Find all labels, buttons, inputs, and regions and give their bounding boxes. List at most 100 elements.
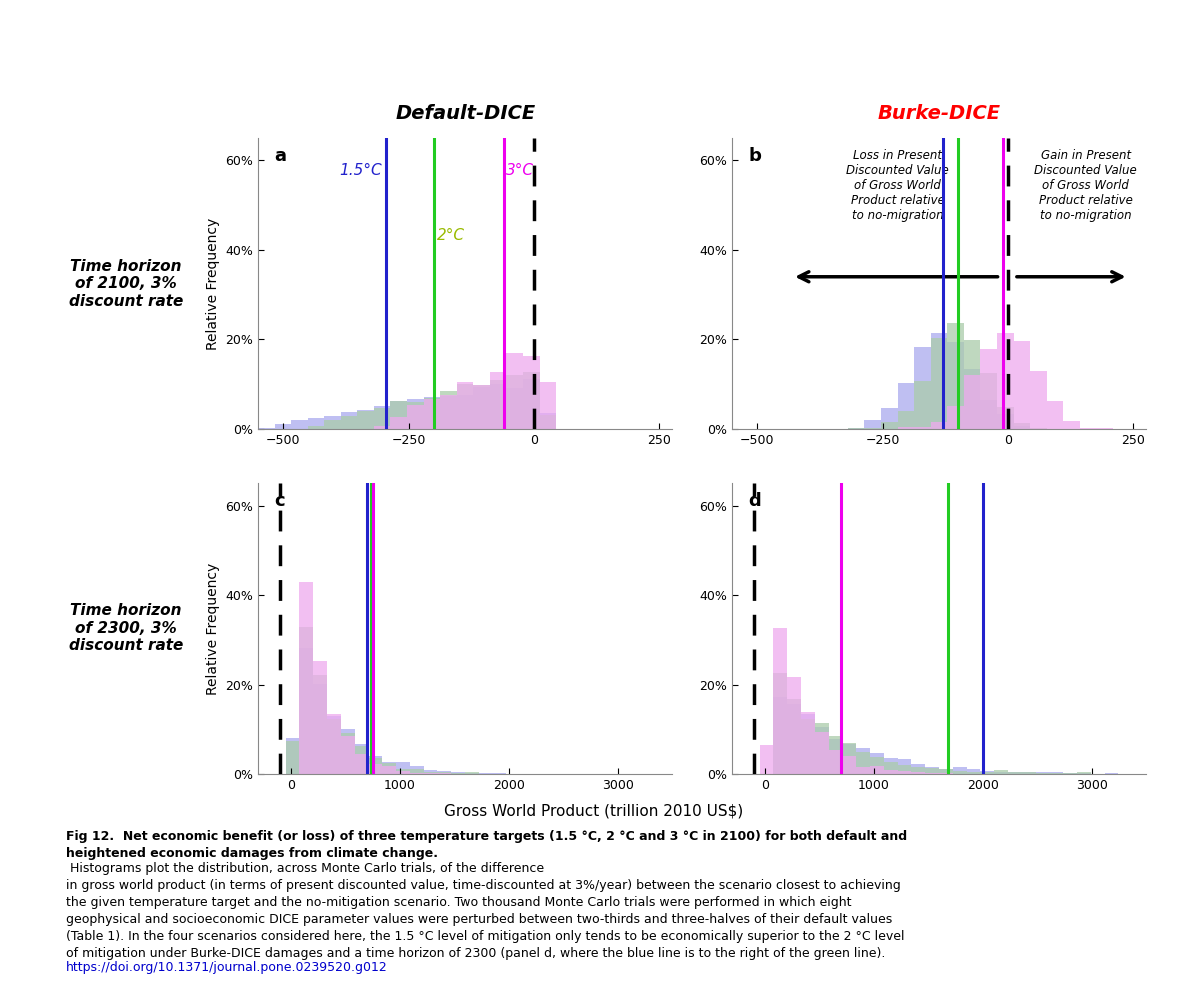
- Bar: [396, 769, 410, 774]
- Bar: [774, 697, 787, 774]
- Bar: [964, 339, 980, 429]
- Bar: [540, 415, 556, 429]
- Bar: [967, 769, 980, 774]
- Bar: [490, 380, 506, 429]
- Bar: [774, 628, 787, 774]
- Bar: [324, 416, 341, 429]
- Bar: [881, 408, 898, 429]
- Bar: [997, 333, 1014, 429]
- Bar: [368, 756, 382, 774]
- Text: Default-DICE: Default-DICE: [396, 105, 535, 123]
- Bar: [424, 396, 440, 429]
- Bar: [898, 758, 912, 774]
- Bar: [940, 773, 953, 774]
- Bar: [490, 372, 506, 429]
- Bar: [995, 772, 1008, 774]
- Bar: [424, 770, 437, 774]
- Bar: [355, 746, 368, 774]
- Text: Loss in Present
Discounted Value
of Gross World
Product relative
to no-migration: Loss in Present Discounted Value of Gros…: [846, 149, 949, 222]
- Bar: [857, 752, 870, 774]
- Bar: [341, 733, 355, 774]
- Bar: [864, 428, 881, 429]
- Bar: [787, 699, 802, 774]
- Bar: [964, 369, 980, 429]
- Bar: [341, 730, 355, 774]
- Bar: [947, 406, 964, 429]
- Bar: [802, 719, 815, 774]
- Bar: [523, 356, 540, 429]
- Bar: [440, 396, 457, 429]
- Bar: [1008, 772, 1022, 774]
- Y-axis label: Relative Frequency: Relative Frequency: [205, 217, 220, 350]
- Bar: [1036, 772, 1050, 774]
- Bar: [390, 400, 407, 429]
- Bar: [437, 771, 451, 774]
- Bar: [980, 771, 995, 774]
- Bar: [355, 743, 368, 774]
- Bar: [292, 420, 307, 429]
- Bar: [358, 411, 374, 429]
- Bar: [931, 333, 947, 429]
- Text: https://doi.org/10.1371/journal.pone.0239520.g012: https://doi.org/10.1371/journal.pone.023…: [66, 961, 388, 974]
- Bar: [898, 383, 914, 429]
- Bar: [940, 769, 953, 774]
- Text: Time horizon
of 2300, 3%
discount rate: Time horizon of 2300, 3% discount rate: [68, 603, 184, 653]
- Bar: [286, 739, 300, 774]
- Bar: [829, 740, 842, 774]
- Bar: [980, 349, 997, 429]
- Bar: [374, 408, 390, 429]
- Bar: [407, 398, 424, 429]
- Bar: [964, 376, 980, 429]
- Bar: [1046, 401, 1063, 429]
- Bar: [980, 400, 997, 429]
- Bar: [802, 713, 815, 774]
- Bar: [358, 409, 374, 429]
- Bar: [440, 395, 457, 429]
- Bar: [424, 772, 437, 774]
- Bar: [870, 766, 883, 774]
- Bar: [324, 420, 341, 429]
- Bar: [506, 387, 523, 429]
- Bar: [1036, 773, 1050, 774]
- Bar: [374, 426, 390, 429]
- Bar: [286, 740, 300, 774]
- Bar: [313, 661, 326, 774]
- Bar: [382, 763, 396, 774]
- Bar: [473, 387, 490, 429]
- Bar: [947, 322, 964, 429]
- Bar: [1104, 773, 1118, 774]
- Bar: [523, 372, 540, 429]
- Bar: [931, 337, 947, 429]
- Bar: [912, 764, 925, 774]
- Text: Gain in Present
Discounted Value
of Gross World
Product relative
to no-migration: Gain in Present Discounted Value of Gros…: [1034, 149, 1138, 222]
- Text: a: a: [275, 147, 287, 165]
- Bar: [815, 727, 829, 774]
- Bar: [857, 748, 870, 774]
- Bar: [275, 424, 292, 429]
- Text: Time horizon
of 2100, 3%
discount rate: Time horizon of 2100, 3% discount rate: [68, 259, 184, 309]
- Bar: [451, 772, 464, 774]
- Bar: [815, 732, 829, 774]
- Bar: [374, 406, 390, 429]
- Bar: [898, 427, 914, 429]
- Bar: [457, 395, 473, 429]
- Bar: [940, 769, 953, 774]
- Text: c: c: [275, 492, 286, 510]
- Bar: [409, 766, 424, 774]
- Bar: [1014, 341, 1030, 429]
- Bar: [424, 398, 440, 429]
- Bar: [912, 772, 925, 774]
- Bar: [409, 769, 424, 774]
- Text: d: d: [749, 492, 761, 510]
- Bar: [829, 737, 842, 774]
- Bar: [864, 420, 881, 429]
- Bar: [802, 714, 815, 774]
- Bar: [774, 673, 787, 774]
- Bar: [967, 772, 980, 774]
- Bar: [368, 758, 382, 774]
- Text: 2°C: 2°C: [437, 228, 464, 243]
- Bar: [300, 626, 313, 774]
- Bar: [382, 762, 396, 774]
- Bar: [997, 407, 1014, 429]
- Bar: [881, 422, 898, 429]
